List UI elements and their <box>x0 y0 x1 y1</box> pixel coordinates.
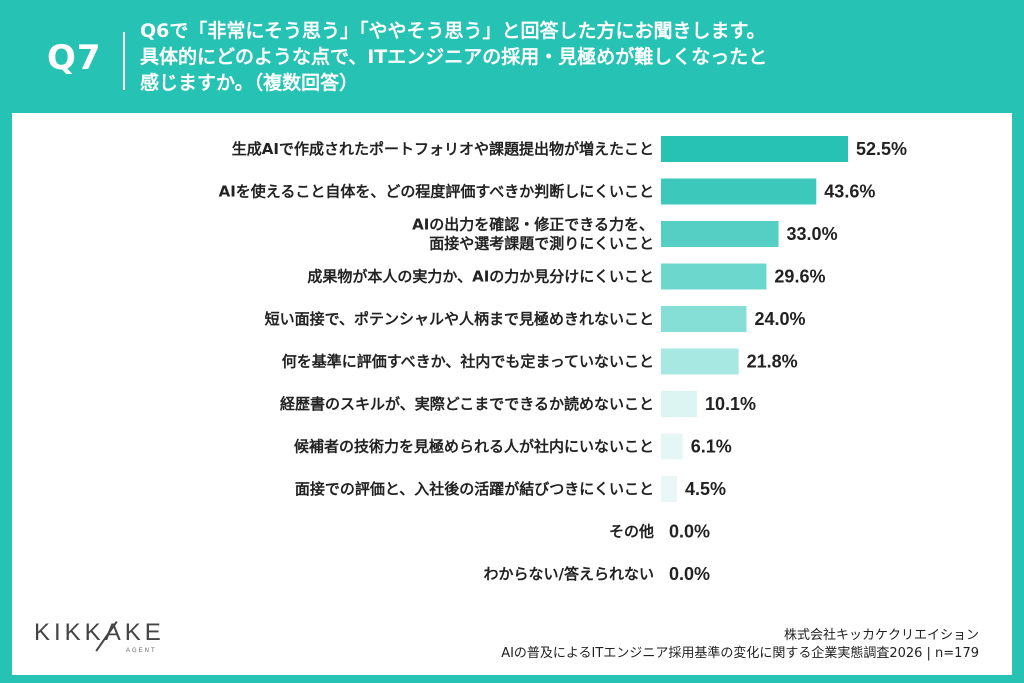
category-label: 何を基準に評価すべきか、社内でも定まっていないこと <box>282 353 654 371</box>
bar-chart: 52.5% 生成AIで作成されたポートフォリオや課題提出物が増えたこと 43.6% A… <box>219 136 907 584</box>
data-label: 52.5% <box>856 139 907 159</box>
category-label: AIの出力を確認・修正できる力を、 <box>412 216 654 234</box>
source-footer: 株式会社キッカケクリエイション AIの普及によるITエンジニア採用基準の変化に関… <box>501 627 979 663</box>
data-label: 29.6% <box>774 267 825 287</box>
logo-wordmark: KIKKAKE <box>34 619 165 646</box>
data-label: 0.0% <box>669 564 710 584</box>
question-line: 感じますか。（複数回答） <box>140 72 359 94</box>
question-number: Q7 <box>47 38 102 78</box>
data-label: 10.1% <box>705 394 756 414</box>
header-divider <box>123 32 125 90</box>
question-header: Q7 Q6で「非常にそう思う」「ややそう思う」と回答した方にお聞きします。 具体… <box>0 0 1024 112</box>
company-name: 株式会社キッカケクリエイション <box>783 628 979 643</box>
data-label: 0.0% <box>669 522 710 542</box>
data-label: 24.0% <box>754 309 805 329</box>
bar <box>661 476 678 502</box>
bar <box>661 433 683 460</box>
category-label: 面接や選考課題で測りにくいこと <box>429 235 654 253</box>
data-label: 4.5% <box>685 479 726 499</box>
category-label: 成果物が本人の実力か、AIの力か見分けにくいこと <box>307 268 654 286</box>
bar <box>661 221 779 247</box>
bar <box>661 306 747 332</box>
category-label: 経歴書のスキルが、実際どこまでできるか読めないこと <box>280 395 654 413</box>
category-label: 生成AIで作成されたポートフォリオや課題提出物が増えたこと <box>232 140 654 158</box>
category-label: 短い面接で、ポテンシャルや人柄まで見極めきれないこと <box>265 310 654 328</box>
survey-source: AIの普及によるITエンジニア採用基準の変化に関する企業実態調査2026 | n… <box>501 646 979 661</box>
question-line: 具体的にどのような点で、ITエンジニアの採用・見極めが難しくなったと <box>140 46 768 68</box>
bar <box>661 348 739 375</box>
bar <box>661 263 767 290</box>
question-text: Q6で「非常にそう思う」「ややそう思う」と回答した方にお聞きします。 具体的にど… <box>140 18 1000 96</box>
category-label: 候補者の技術力を見極められる人が社内にいないこと <box>294 438 654 456</box>
data-label: 43.6% <box>824 182 875 202</box>
data-label: 33.0% <box>787 224 838 244</box>
question-line: Q6で「非常にそう思う」「ややそう思う」と回答した方にお聞きします。 <box>140 20 766 42</box>
kikkake-logo: KIKKAKE AGENT <box>34 619 194 659</box>
bar <box>661 178 817 205</box>
category-label: わからない/答えられない <box>484 565 654 583</box>
category-label: 面接での評価と、入社後の活躍が結びつきにくいこと <box>295 480 654 498</box>
bar <box>661 391 697 417</box>
logo-subtext: AGENT <box>126 648 157 654</box>
category-label: その他 <box>609 523 654 541</box>
data-label: 21.8% <box>747 352 798 372</box>
chart-panel: 52.5% 生成AIで作成されたポートフォリオや課題提出物が増えたこと 43.6% A… <box>12 113 1012 675</box>
category-label: AIを使えること自体を、どの程度評価すべきか判断しにくいこと <box>219 183 654 201</box>
data-label: 6.1% <box>691 437 732 457</box>
bar <box>661 136 848 162</box>
